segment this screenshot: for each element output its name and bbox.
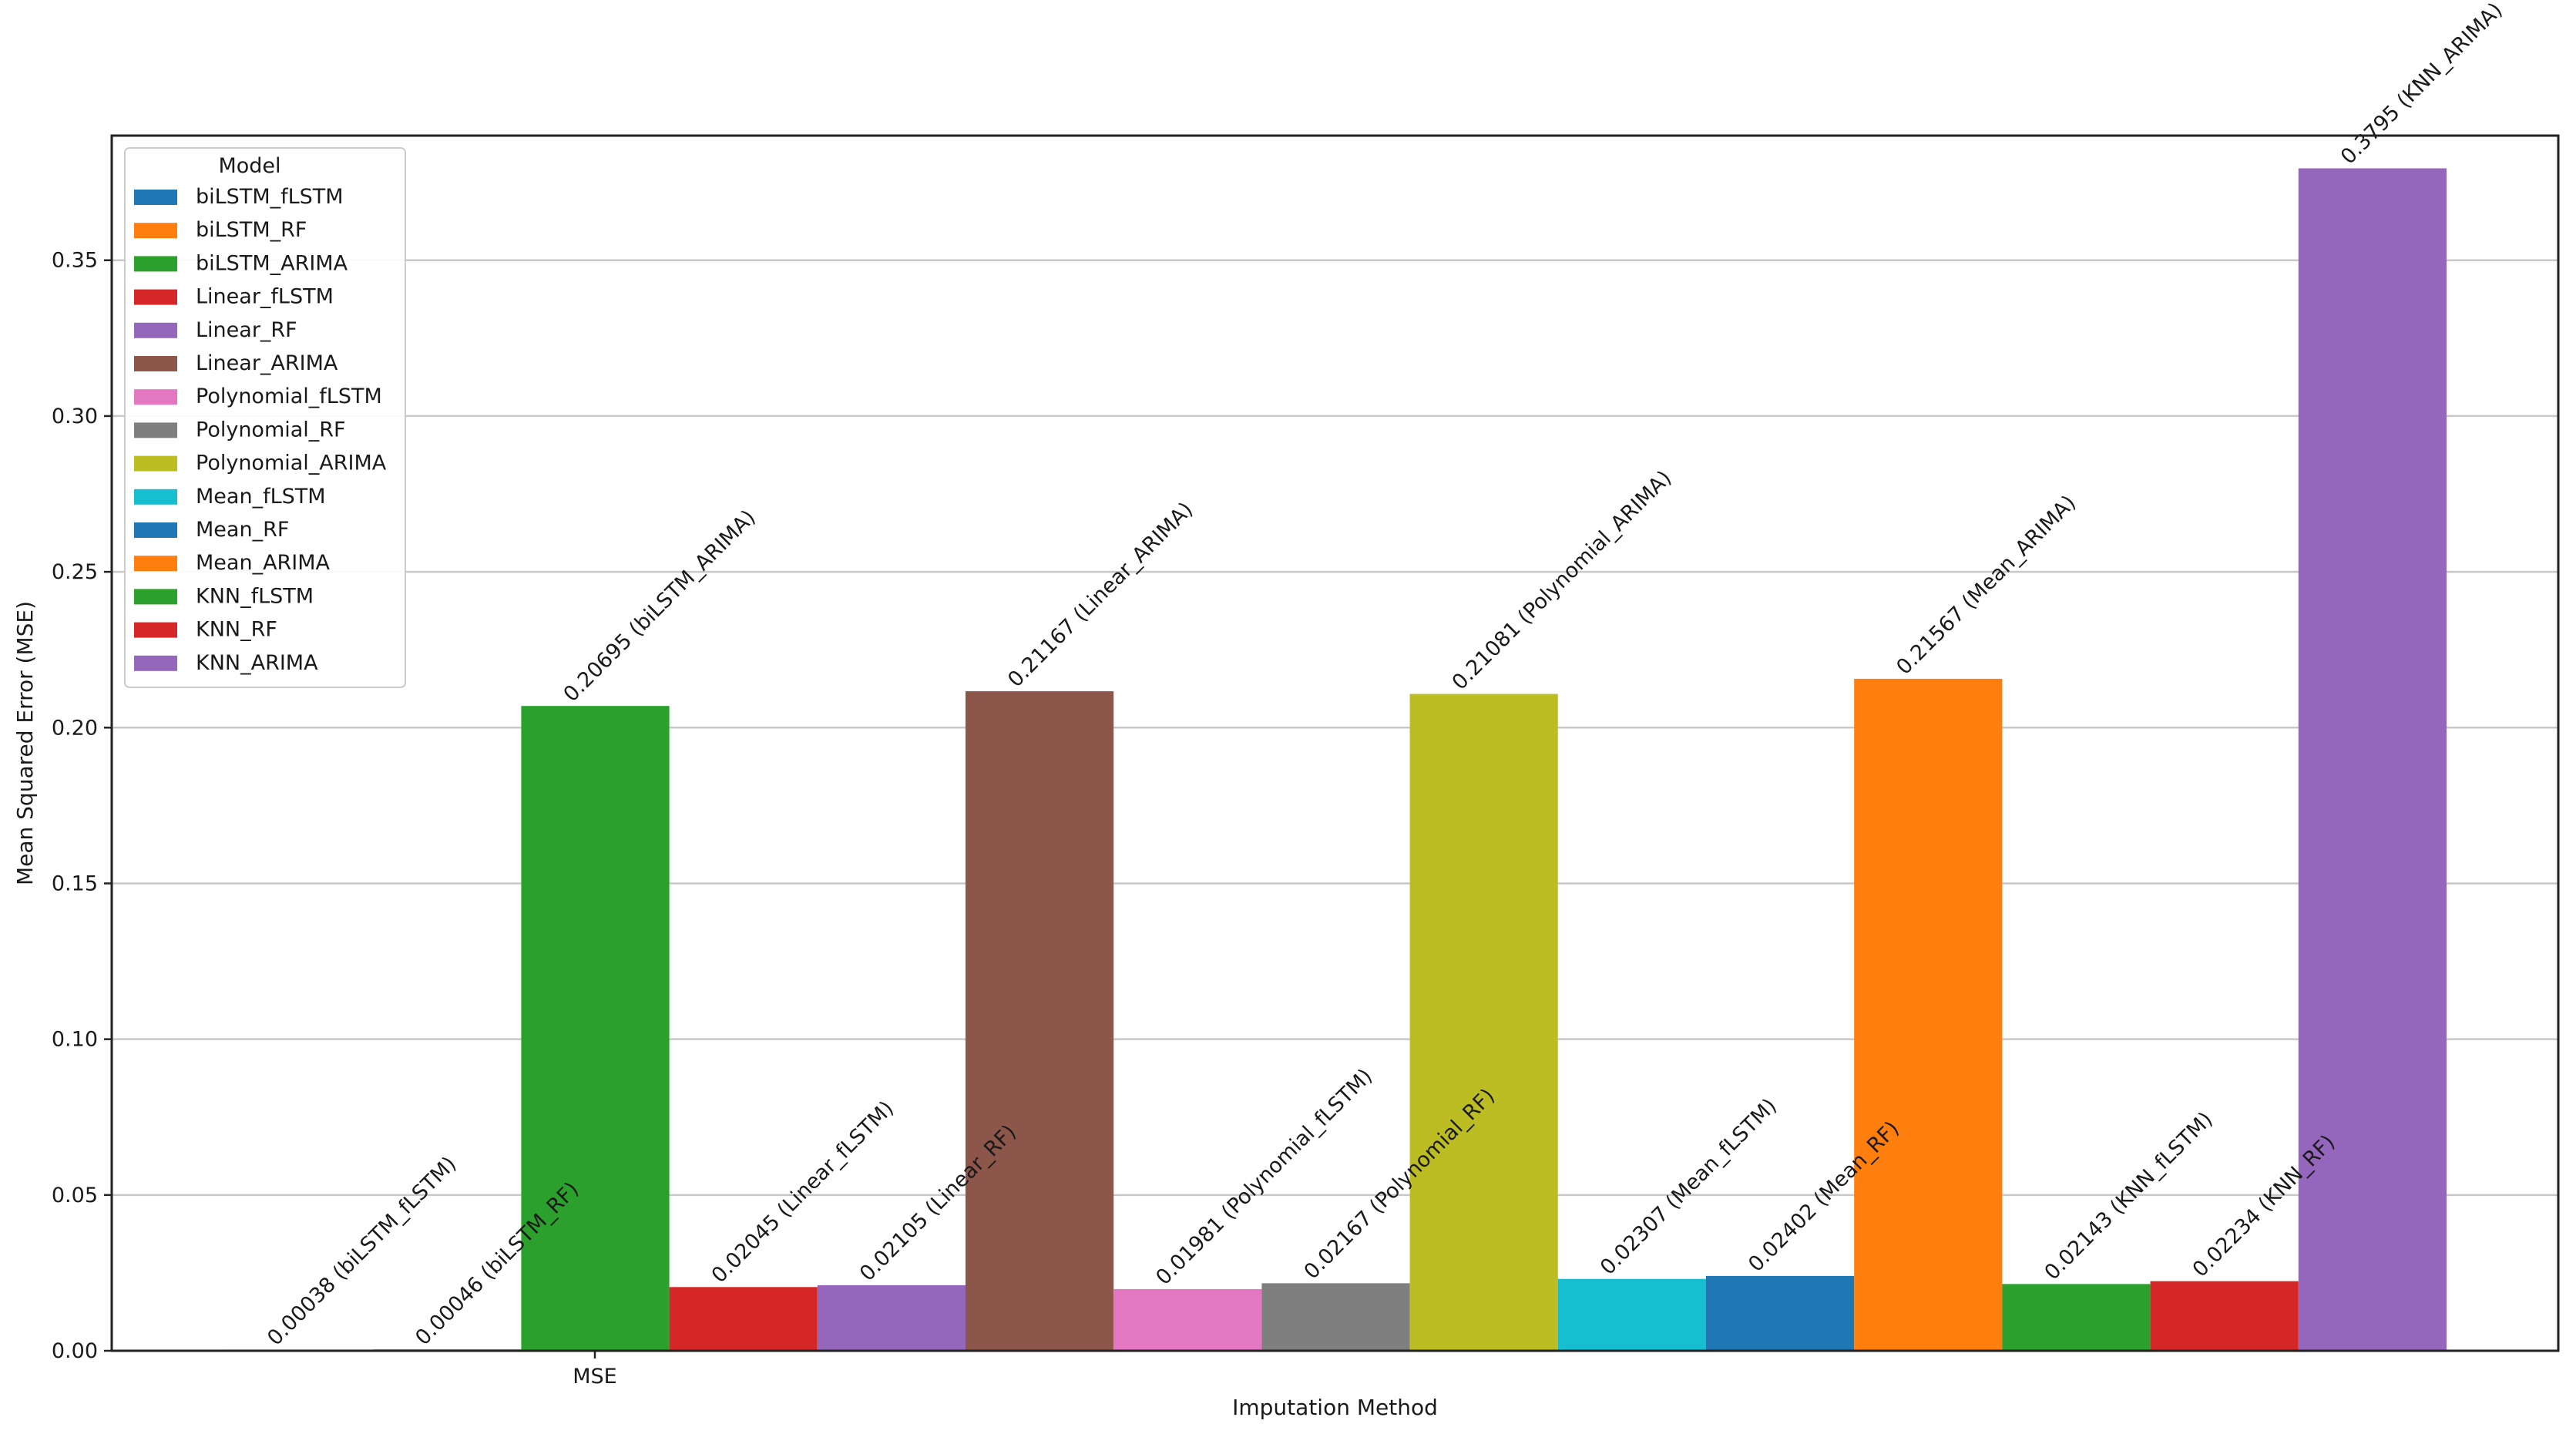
x-axis-ticks: MSE: [573, 1351, 617, 1389]
legend-item: biLSTM_ARIMA: [134, 251, 348, 275]
bar-Mean_RF: [1706, 1275, 1855, 1351]
y-tick-label: 0.25: [52, 560, 98, 584]
legend-swatch: [134, 522, 177, 538]
legend-label: Polynomial_ARIMA: [196, 452, 387, 475]
x-axis-label: Imputation Method: [1232, 1395, 1438, 1420]
legend-label: KNN_fLSTM: [196, 584, 314, 608]
legend-label: biLSTM_ARIMA: [196, 251, 348, 275]
bars: [225, 168, 2447, 1352]
legend-item: KNN_RF: [134, 618, 277, 642]
y-tick-label: 0.20: [52, 716, 98, 740]
y-axis-label: Mean Squared Error (MSE): [12, 601, 38, 885]
legend-swatch: [134, 322, 177, 338]
legend-label: Mean_ARIMA: [196, 551, 331, 575]
legend-swatch: [134, 489, 177, 505]
bar-value-label: 0.21567 (Mean_ARIMA): [1892, 491, 2081, 680]
legend-item: Mean_fLSTM: [134, 485, 326, 509]
legend-swatch: [134, 422, 177, 438]
legend-label: KNN_RF: [196, 618, 277, 642]
bar-Polynomial_fLSTM: [1113, 1288, 1262, 1351]
bar-value-label: 0.21167 (Linear_ARIMA): [1003, 498, 1197, 692]
bar-value-label: 0.3795 (KNN_ARIMA): [2336, 0, 2507, 169]
y-tick-label: 0.35: [52, 249, 98, 273]
legend-swatch: [134, 455, 177, 472]
gridlines: [112, 259, 2558, 1352]
legend-item: Linear_fLSTM: [134, 285, 334, 309]
legend-swatch: [134, 622, 177, 638]
legend-title: Model: [218, 154, 280, 178]
legend-label: biLSTM_RF: [196, 218, 307, 242]
legend-item: Polynomial_ARIMA: [134, 452, 387, 475]
bar-Mean_ARIMA: [1854, 678, 2003, 1351]
axes-frame: [110, 134, 2560, 1352]
legend-label: Mean_RF: [196, 518, 289, 542]
legend-swatch: [134, 556, 177, 572]
legend-label: Linear_ARIMA: [196, 351, 338, 375]
legend-swatch: [134, 356, 177, 371]
bar-value-label: 0.20695 (biLSTM_ARIMA): [559, 505, 761, 707]
y-tick-label: 0.05: [52, 1184, 98, 1207]
legend-swatch: [134, 190, 177, 205]
legend-label: Polynomial_RF: [196, 418, 346, 442]
y-tick-label: 0.15: [52, 871, 98, 895]
legend-items: biLSTM_fLSTM biLSTM_RF biLSTM_ARIMA Linear_…: [134, 185, 387, 675]
y-tick-label: 0.10: [52, 1028, 98, 1052]
bar-Linear_RF: [817, 1285, 966, 1351]
bar-value-label: 0.02143 (KNN_fLSTM): [2040, 1107, 2218, 1285]
legend-item: Polynomial_RF: [134, 418, 346, 442]
legend-item: Mean_RF: [134, 518, 289, 542]
legend-item: Linear_RF: [134, 318, 297, 342]
y-axis-ticks: 0.00 0.05 0.10 0.15 0.20 0.25 0.30 0.35: [52, 249, 112, 1363]
y-tick-label: 0.30: [52, 405, 98, 428]
legend-swatch: [134, 256, 177, 272]
legend-box: [124, 147, 406, 688]
bar-Polynomial_RF: [1261, 1283, 1410, 1351]
legend-label: Mean_fLSTM: [196, 485, 326, 509]
legend-swatch: [134, 223, 177, 239]
legend-swatch: [134, 289, 177, 305]
bar-Linear_ARIMA: [966, 691, 1114, 1351]
bar-biLSTM_ARIMA: [521, 706, 670, 1351]
legend-item: Polynomial_fLSTM: [134, 385, 382, 408]
legend: Model biLSTM_fLSTM biLSTM_RF biLSTM_ARIMA L…: [124, 147, 406, 688]
legend-label: Linear_fLSTM: [196, 285, 334, 309]
legend-item: biLSTM_fLSTM: [134, 185, 344, 209]
bar-KNN_RF: [2150, 1281, 2299, 1351]
bar-KNN_fLSTM: [2002, 1284, 2151, 1351]
legend-label: Linear_RF: [196, 318, 297, 342]
legend-swatch: [134, 655, 177, 671]
legend-item: biLSTM_RF: [134, 218, 307, 242]
bar-value-label: 0.21081 (Polynomial_ARIMA): [1448, 466, 1677, 695]
legend-swatch: [134, 589, 177, 605]
legend-swatch: [134, 389, 177, 405]
bar-Polynomial_ARIMA: [1409, 693, 1558, 1351]
y-tick-label: 0.00: [52, 1339, 98, 1363]
legend-item: Linear_ARIMA: [134, 351, 338, 375]
legend-label: biLSTM_fLSTM: [196, 185, 344, 209]
bar-KNN_ARIMA: [2298, 168, 2447, 1352]
bar-Mean_fLSTM: [1557, 1278, 1706, 1351]
legend-item: Mean_ARIMA: [134, 551, 331, 575]
legend-item: KNN_fLSTM: [134, 584, 314, 608]
x-tick-label: MSE: [573, 1365, 617, 1389]
legend-label: KNN_ARIMA: [196, 651, 318, 675]
bar-Linear_fLSTM: [669, 1287, 818, 1351]
legend-label: Polynomial_fLSTM: [196, 385, 382, 408]
legend-item: KNN_ARIMA: [134, 651, 318, 675]
